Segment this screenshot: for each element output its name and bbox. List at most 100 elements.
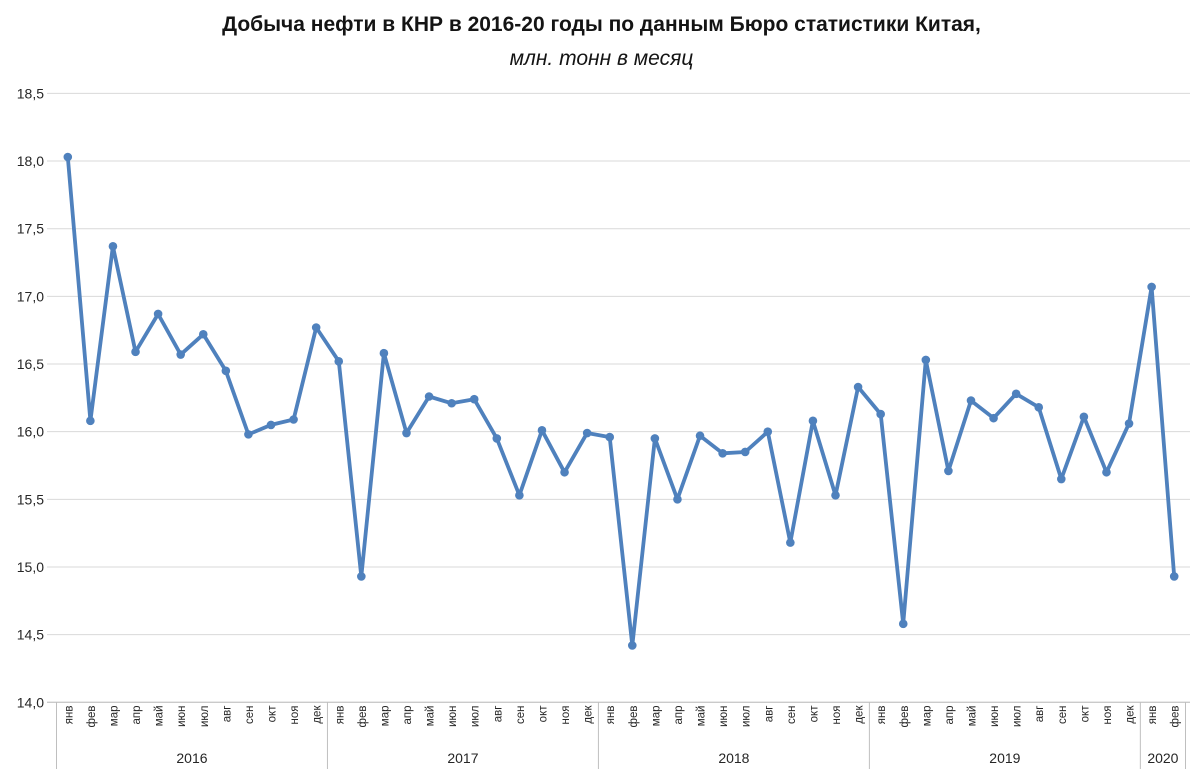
month-tick-label: авг (492, 706, 504, 723)
data-point-marker (1079, 412, 1089, 422)
month-tick-label: мар (921, 706, 933, 727)
year-label: 2018 (718, 750, 749, 766)
month-tick-label: авг (1034, 706, 1046, 723)
data-point-marker (221, 366, 231, 376)
data-point-marker (447, 398, 456, 408)
data-point-marker (198, 329, 208, 339)
year-label: 2017 (447, 750, 478, 766)
data-point-marker (153, 309, 163, 319)
y-tick-label: 14,0 (17, 694, 44, 710)
data-point-marker (63, 152, 73, 162)
data-point-marker (492, 434, 502, 443)
data-point-marker (627, 641, 637, 650)
y-tick-label: 16,5 (17, 356, 44, 372)
month-tick-label: ноя (831, 706, 843, 725)
data-point-marker (695, 431, 705, 441)
month-tick-label: фев (899, 706, 911, 728)
month-tick-label: сен (244, 706, 256, 725)
data-point-marker (537, 426, 547, 435)
data-point-marker (853, 382, 863, 392)
data-point-marker (334, 357, 344, 366)
y-tick-label: 17,0 (17, 288, 44, 304)
data-point-marker (989, 413, 998, 423)
month-tick-label: дек (583, 705, 595, 724)
month-tick-label: фев (86, 706, 98, 728)
month-tick-label: мар (379, 706, 391, 727)
month-tick-label: апр (402, 706, 414, 725)
data-point-marker (176, 350, 185, 359)
month-tick-label: янв (334, 706, 346, 725)
month-tick-label: май (696, 706, 708, 727)
data-point-marker (1011, 389, 1021, 399)
year-label: 2019 (989, 750, 1020, 766)
data-point-marker (1034, 403, 1044, 412)
month-tick-label: сен (1057, 706, 1069, 725)
y-tick-label: 15,5 (17, 491, 44, 507)
month-tick-label: мар (108, 706, 120, 727)
data-point-marker (357, 572, 366, 581)
month-tick-label: авг (763, 706, 775, 723)
month-tick-label: дек (1125, 705, 1137, 724)
data-point-marker (424, 392, 434, 401)
data-point-marker (289, 415, 298, 424)
chart-title: Добыча нефти в КНР в 2016-20 годы по дан… (222, 13, 981, 36)
month-tick-label: июл (1012, 706, 1024, 728)
series-line (65, 155, 1177, 648)
month-tick-label: сен (515, 706, 527, 725)
month-tick-label: янв (605, 706, 617, 725)
data-point-marker (921, 355, 931, 365)
y-tick-label: 18,5 (17, 85, 44, 101)
y-tick-label: 14,5 (17, 627, 44, 643)
month-tick-label: фев (628, 706, 640, 728)
month-tick-label: мар (650, 706, 662, 727)
month-tick-label: янв (63, 706, 75, 725)
data-point-marker (86, 416, 95, 426)
data-point-marker (1057, 474, 1066, 484)
month-tick-label: июн (176, 706, 188, 727)
data-point-marker (898, 619, 908, 629)
month-tick-label: май (154, 706, 166, 727)
month-tick-label: ноя (289, 706, 301, 725)
month-tick-label: янв (1147, 706, 1159, 725)
data-point-marker (1147, 282, 1156, 292)
data-point-marker (266, 420, 276, 430)
month-tick-label: июн (989, 706, 1001, 727)
month-tick-label: янв (876, 706, 888, 725)
data-point-marker (131, 347, 140, 357)
month-tick-label: июн (718, 706, 730, 727)
data-point-marker (966, 396, 976, 405)
month-tick-label: сен (786, 706, 798, 725)
month-tick-label: апр (131, 706, 143, 725)
data-point-marker (1102, 467, 1111, 477)
month-tick-label: фев (357, 706, 369, 728)
month-tick-label: авг (221, 706, 233, 723)
month-tick-label: апр (944, 706, 956, 725)
month-tick-label: май (425, 706, 437, 727)
data-point-marker (108, 242, 118, 251)
data-point-marker (515, 490, 524, 500)
data-point-marker (876, 409, 885, 419)
chart-subtitle: млн. тонн в месяц (509, 47, 694, 70)
data-point-marker (582, 428, 592, 438)
y-tick-label: 16,0 (17, 424, 44, 440)
data-point-marker (560, 467, 569, 477)
month-tick-label: дек (312, 705, 324, 724)
month-tick-label: апр (673, 706, 685, 725)
data-point-marker (740, 447, 750, 457)
y-tick-label: 15,0 (17, 559, 44, 575)
y-tick-label: 18,0 (17, 153, 44, 169)
month-tick-label: ноя (560, 706, 572, 725)
data-point-marker (469, 394, 479, 404)
data-point-marker (402, 428, 411, 438)
data-point-marker (244, 430, 253, 439)
month-tick-label: ноя (1102, 706, 1114, 725)
month-tick-label: дек (854, 705, 866, 724)
month-tick-label: июл (741, 706, 753, 728)
data-point-marker (831, 490, 840, 500)
data-point-marker (763, 427, 773, 436)
data-point-marker (1169, 572, 1179, 581)
month-tick-label: окт (1079, 705, 1091, 723)
year-label: 2020 (1147, 750, 1178, 766)
